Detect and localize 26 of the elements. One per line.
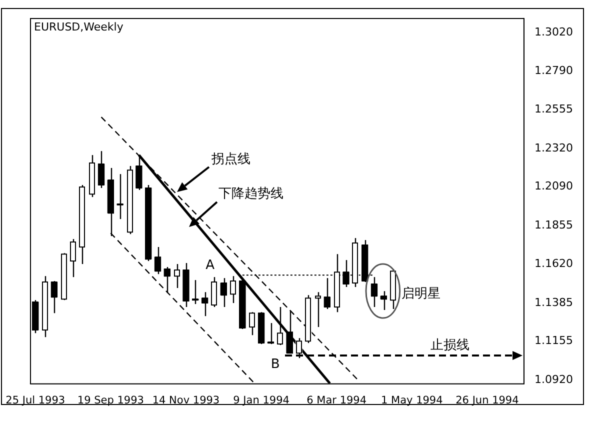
candlestick — [98, 150, 105, 189]
x-tick-label: 6 Mar 1994 — [306, 394, 367, 406]
annotation: 启明星 — [401, 285, 440, 302]
annotation: B — [270, 356, 280, 372]
annotation: 拐点线 — [210, 152, 250, 167]
y-tick-label: 1.2790 — [534, 64, 574, 77]
y-tick-label: 1.1385 — [534, 296, 574, 310]
y-tick-label: 1.3020 — [534, 26, 574, 39]
y-tick-label: 1.1855 — [534, 218, 574, 232]
annotation: 下降趋势线 — [218, 186, 284, 202]
y-tick-label: 1.1620 — [534, 257, 574, 270]
x-tick-label: 19 Sep 1993 — [77, 394, 144, 406]
annotation: 止损线 — [430, 338, 470, 353]
annotation: A — [206, 258, 215, 274]
chart-title: EURUSD,Weekly — [34, 20, 124, 34]
x-tick-label: 1 May 1994 — [381, 394, 444, 406]
candlestick — [116, 173, 124, 220]
y-tick-label: 1.2090 — [534, 180, 574, 193]
x-tick-label: 9 Jan 1994 — [233, 394, 290, 406]
y-tick-label: 1.2320 — [534, 141, 574, 154]
candlestick — [41, 275, 48, 338]
x-tick-label: 26 Jun 1994 — [456, 394, 520, 406]
y-tick-label: 1.0920 — [534, 372, 574, 386]
y-tick-label: 1.1155 — [534, 334, 574, 348]
x-tick-label: 14 Nov 1993 — [152, 394, 220, 406]
y-tick-label: 1.2555 — [534, 102, 574, 116]
